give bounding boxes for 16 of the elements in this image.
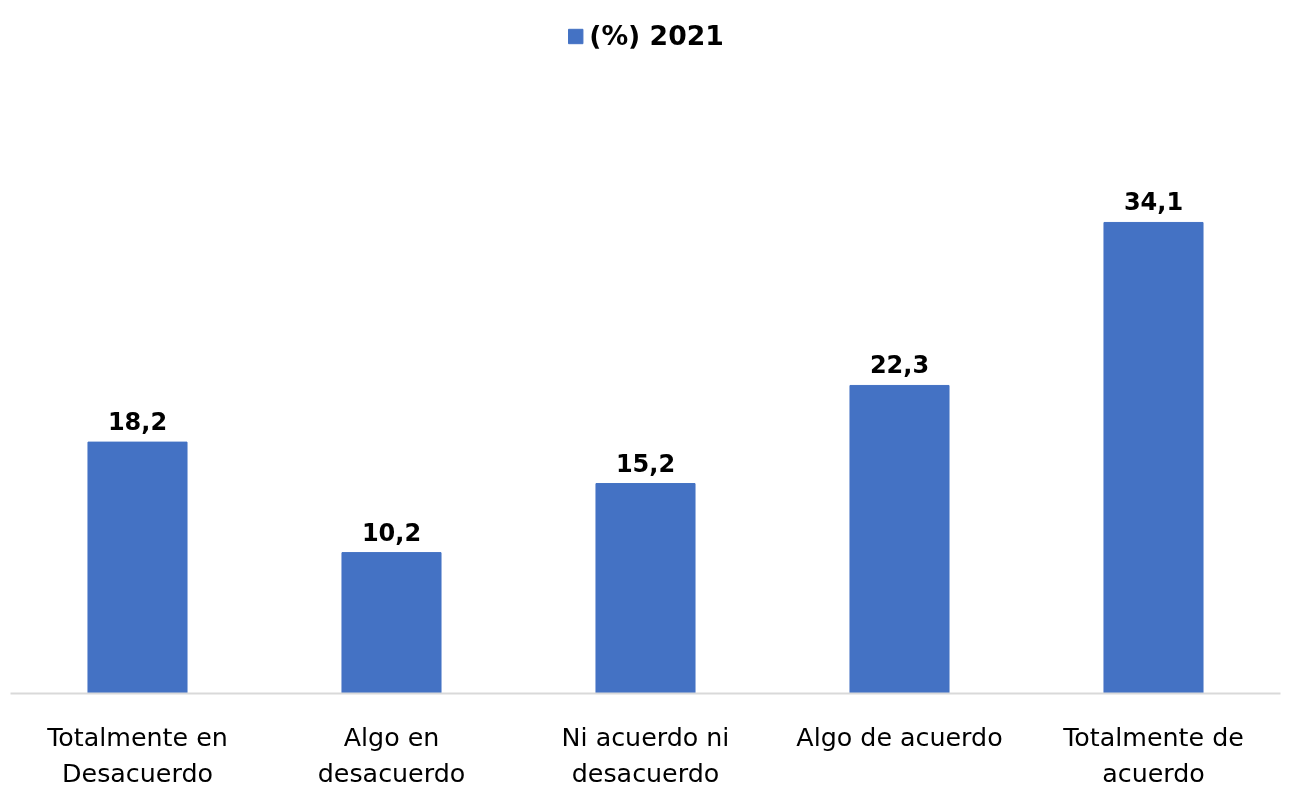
x-tick-label: Algo de acuerdo xyxy=(796,721,1003,752)
x-tick-label: Algo en desacuerdo xyxy=(317,721,466,788)
bar xyxy=(849,384,950,694)
data-label: 10,2 xyxy=(361,518,422,547)
x-tick-label: Ni acuerdo ni desacuerdo xyxy=(561,721,730,788)
bar xyxy=(341,552,442,694)
x-tick-label: Totalmente de acuerdo xyxy=(1062,721,1244,788)
data-label: 15,2 xyxy=(615,449,676,478)
x-tick-label: Totalmente en Desacuerdo xyxy=(46,721,228,788)
bar xyxy=(1103,221,1204,694)
data-label: 18,2 xyxy=(107,408,168,437)
bar xyxy=(595,483,696,694)
legend-label: (%) 2021 xyxy=(589,20,724,51)
data-label: 22,3 xyxy=(869,351,930,380)
bar xyxy=(87,441,188,694)
data-label: 34,1 xyxy=(1123,188,1184,217)
